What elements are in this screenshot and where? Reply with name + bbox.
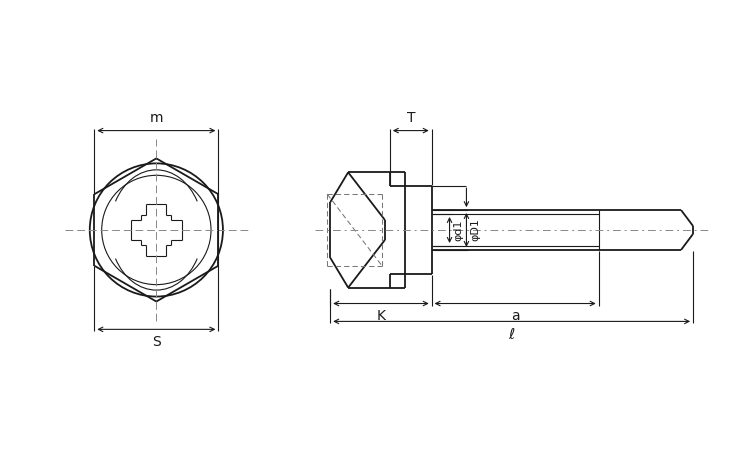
- Text: φd1: φd1: [454, 219, 464, 241]
- Text: φD1: φD1: [470, 219, 481, 241]
- Text: m: m: [149, 111, 163, 125]
- Text: a: a: [511, 310, 520, 324]
- Text: K: K: [376, 310, 386, 324]
- Text: S: S: [152, 335, 160, 349]
- Text: T: T: [406, 111, 415, 125]
- Text: ℓ: ℓ: [509, 327, 515, 342]
